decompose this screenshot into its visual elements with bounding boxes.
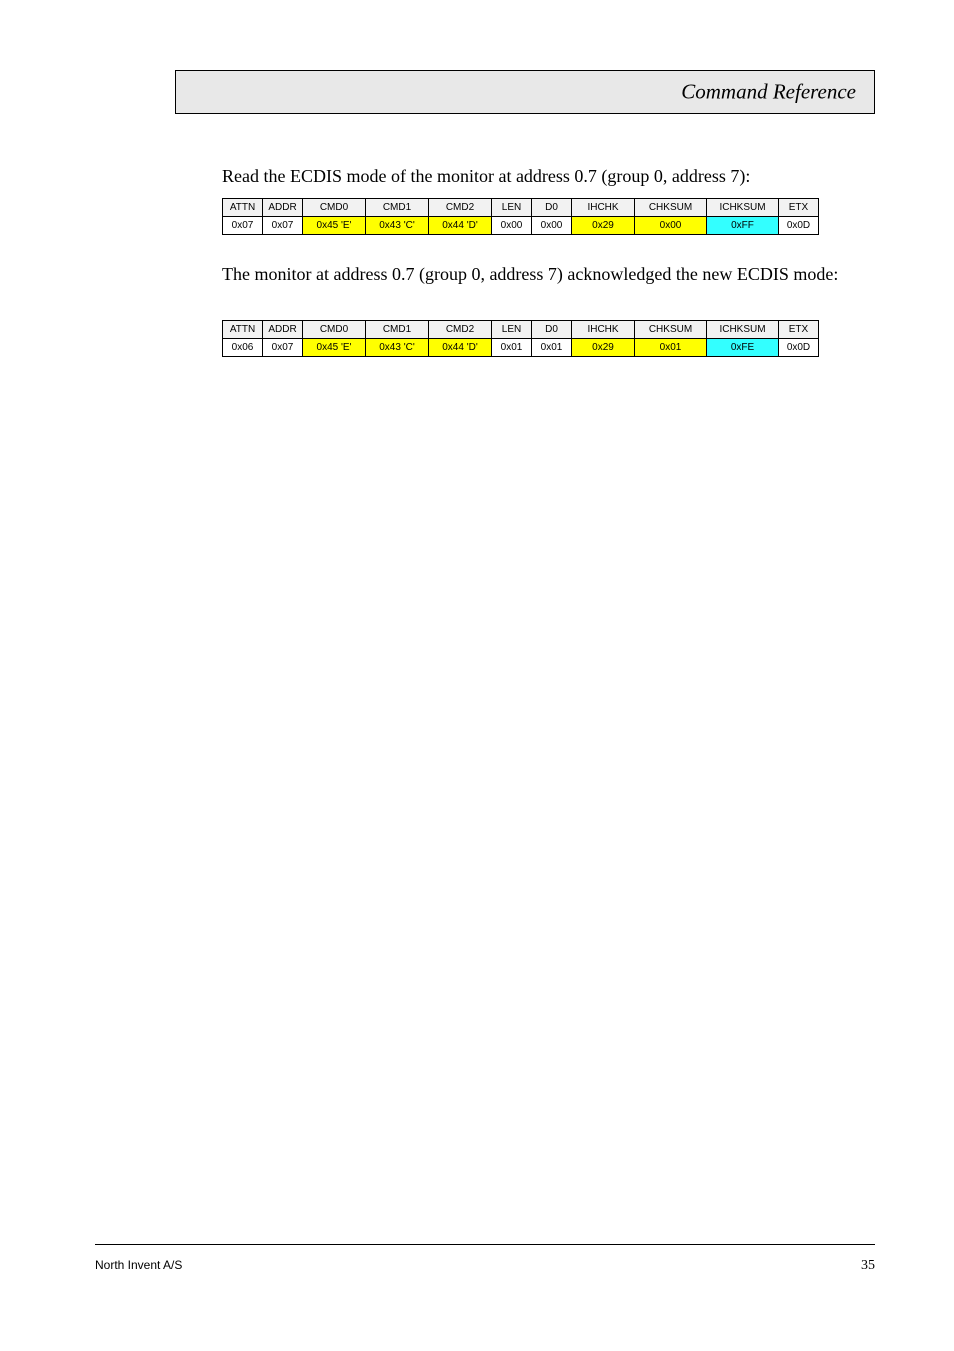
col-attn: ATTN xyxy=(223,199,263,217)
page-header-title: Command Reference xyxy=(681,80,856,105)
footer-company: North Invent A/S xyxy=(95,1258,182,1272)
col-cmd2: CMD2 xyxy=(429,321,492,339)
col-cmd1: CMD1 xyxy=(366,199,429,217)
page: Command Reference Read the ECDIS mode of… xyxy=(0,0,954,1351)
cell-chksum: 0x01 xyxy=(635,339,707,357)
col-etx: ETX xyxy=(779,321,819,339)
col-chksum: CHKSUM xyxy=(635,321,707,339)
cell-d0: 0x01 xyxy=(532,339,572,357)
cell-etx: 0x0D xyxy=(779,339,819,357)
paragraph-2: The monitor at address 0.7 (group 0, add… xyxy=(222,262,852,286)
cell-attn: 0x07 xyxy=(223,217,263,235)
col-cmd0: CMD0 xyxy=(303,321,366,339)
col-ihchk: IHCHK xyxy=(572,199,635,217)
cell-ihchk: 0x29 xyxy=(572,217,635,235)
col-attn: ATTN xyxy=(223,321,263,339)
col-len: LEN xyxy=(492,199,532,217)
cell-len: 0x01 xyxy=(492,339,532,357)
cell-addr: 0x07 xyxy=(263,339,303,357)
col-cmd1: CMD1 xyxy=(366,321,429,339)
paragraph-1: Read the ECDIS mode of the monitor at ad… xyxy=(222,164,852,188)
cell-cmd0: 0x45 'E' xyxy=(303,217,366,235)
cell-cmd2: 0x44 'D' xyxy=(429,217,492,235)
col-cmd2: CMD2 xyxy=(429,199,492,217)
col-ihchk: IHCHK xyxy=(572,321,635,339)
page-header-bar: Command Reference xyxy=(175,70,875,114)
col-etx: ETX xyxy=(779,199,819,217)
cell-ichksum: 0xFE xyxy=(707,339,779,357)
col-addr: ADDR xyxy=(263,199,303,217)
cell-chksum: 0x00 xyxy=(635,217,707,235)
col-d0: D0 xyxy=(532,199,572,217)
cell-cmd0: 0x45 'E' xyxy=(303,339,366,357)
col-ichksum: ICHKSUM xyxy=(707,321,779,339)
table-header-row: ATTN ADDR CMD0 CMD1 CMD2 LEN D0 IHCHK CH… xyxy=(223,321,819,339)
cell-cmd2: 0x44 'D' xyxy=(429,339,492,357)
col-ichksum: ICHKSUM xyxy=(707,199,779,217)
cell-cmd1: 0x43 'C' xyxy=(366,217,429,235)
cell-cmd1: 0x43 'C' xyxy=(366,339,429,357)
cell-ihchk: 0x29 xyxy=(572,339,635,357)
col-d0: D0 xyxy=(532,321,572,339)
col-len: LEN xyxy=(492,321,532,339)
col-cmd0: CMD0 xyxy=(303,199,366,217)
footer-page-number: 35 xyxy=(861,1258,875,1274)
table-row: 0x07 0x07 0x45 'E' 0x43 'C' 0x44 'D' 0x0… xyxy=(223,217,819,235)
cell-ichksum: 0xFF xyxy=(707,217,779,235)
footer-divider xyxy=(95,1244,875,1245)
cell-etx: 0x0D xyxy=(779,217,819,235)
cell-attn: 0x06 xyxy=(223,339,263,357)
cell-addr: 0x07 xyxy=(263,217,303,235)
cell-d0: 0x00 xyxy=(532,217,572,235)
ecdis-read-table: ATTN ADDR CMD0 CMD1 CMD2 LEN D0 IHCHK CH… xyxy=(222,198,819,235)
cell-len: 0x00 xyxy=(492,217,532,235)
col-chksum: CHKSUM xyxy=(635,199,707,217)
table-header-row: ATTN ADDR CMD0 CMD1 CMD2 LEN D0 IHCHK CH… xyxy=(223,199,819,217)
table-row: 0x06 0x07 0x45 'E' 0x43 'C' 0x44 'D' 0x0… xyxy=(223,339,819,357)
col-addr: ADDR xyxy=(263,321,303,339)
ecdis-ack-table: ATTN ADDR CMD0 CMD1 CMD2 LEN D0 IHCHK CH… xyxy=(222,320,819,357)
